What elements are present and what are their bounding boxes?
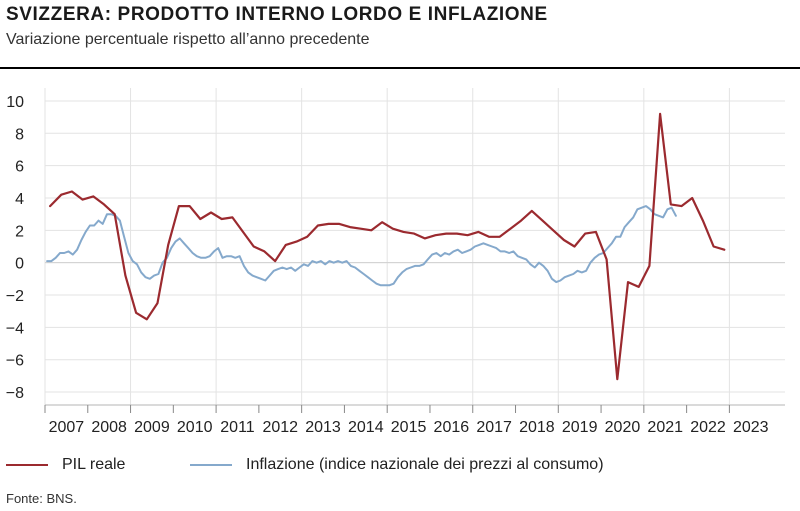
chart-legend: PIL reale Inflazione (indice nazionale d… xyxy=(0,456,800,478)
x-tick-label: 2018 xyxy=(519,419,555,436)
chart-subtitle: Variazione percentuale rispetto all’anno… xyxy=(6,31,370,48)
x-tick-label: 2021 xyxy=(647,419,683,436)
y-tick-label: 0 xyxy=(15,256,24,273)
y-tick-label: 10 xyxy=(6,94,24,111)
y-tick-label: 6 xyxy=(15,159,24,176)
x-tick-label: 2009 xyxy=(134,419,170,436)
source-note: Fonte: BNS. xyxy=(6,491,77,506)
legend-swatch-inflazione xyxy=(190,464,232,466)
legend-label-pil-reale: PIL reale xyxy=(62,456,126,473)
series-lines xyxy=(46,112,726,381)
x-tick-label: 2014 xyxy=(348,419,384,436)
x-tick-label: 2023 xyxy=(733,419,769,436)
series-line-pil-reale xyxy=(49,112,726,381)
legend-swatch-pil-reale xyxy=(6,464,48,466)
x-tick-label: 2019 xyxy=(562,419,598,436)
x-tick-label: 2020 xyxy=(605,419,641,436)
legend-item-inflazione: Inflazione (indice nazionale dei prezzi … xyxy=(190,456,604,474)
chart-title: SVIZZERA: PRODOTTO INTERNO LORDO E INFLA… xyxy=(6,4,548,25)
y-tick-label: −2 xyxy=(6,288,24,305)
x-tick-label: 2017 xyxy=(476,419,512,436)
y-tick-label: 8 xyxy=(15,126,24,143)
legend-item-pil-reale: PIL reale xyxy=(6,456,125,474)
title-divider xyxy=(0,67,800,69)
y-axis-ticks: −8 −6 −4 −2 0 2 4 6 8 10 xyxy=(6,94,24,402)
x-tick-label: 2015 xyxy=(391,419,427,436)
x-tick-label: 2012 xyxy=(262,419,298,436)
x-axis-ticks: 2007 2008 2009 2010 2011 2012 2013 2014 2015 2016… xyxy=(44,405,769,436)
y-tick-label: −8 xyxy=(6,385,24,402)
x-tick-label: 2022 xyxy=(690,419,726,436)
x-tick-label: 2007 xyxy=(49,419,85,436)
legend-label-inflazione: Inflazione (indice nazionale dei prezzi … xyxy=(246,456,604,473)
x-tick-label: 2011 xyxy=(220,419,255,436)
y-tick-label: −6 xyxy=(6,353,24,370)
grid-lines xyxy=(44,88,785,406)
y-tick-label: 2 xyxy=(15,223,24,240)
y-tick-label: 4 xyxy=(15,191,24,208)
x-tick-label: 2008 xyxy=(91,419,127,436)
x-tick-label: 2013 xyxy=(305,419,341,436)
x-tick-label: 2010 xyxy=(177,419,213,436)
x-tick-label: 2016 xyxy=(434,419,470,436)
series-line-inflazione xyxy=(46,205,677,287)
y-tick-label: −4 xyxy=(6,320,24,337)
